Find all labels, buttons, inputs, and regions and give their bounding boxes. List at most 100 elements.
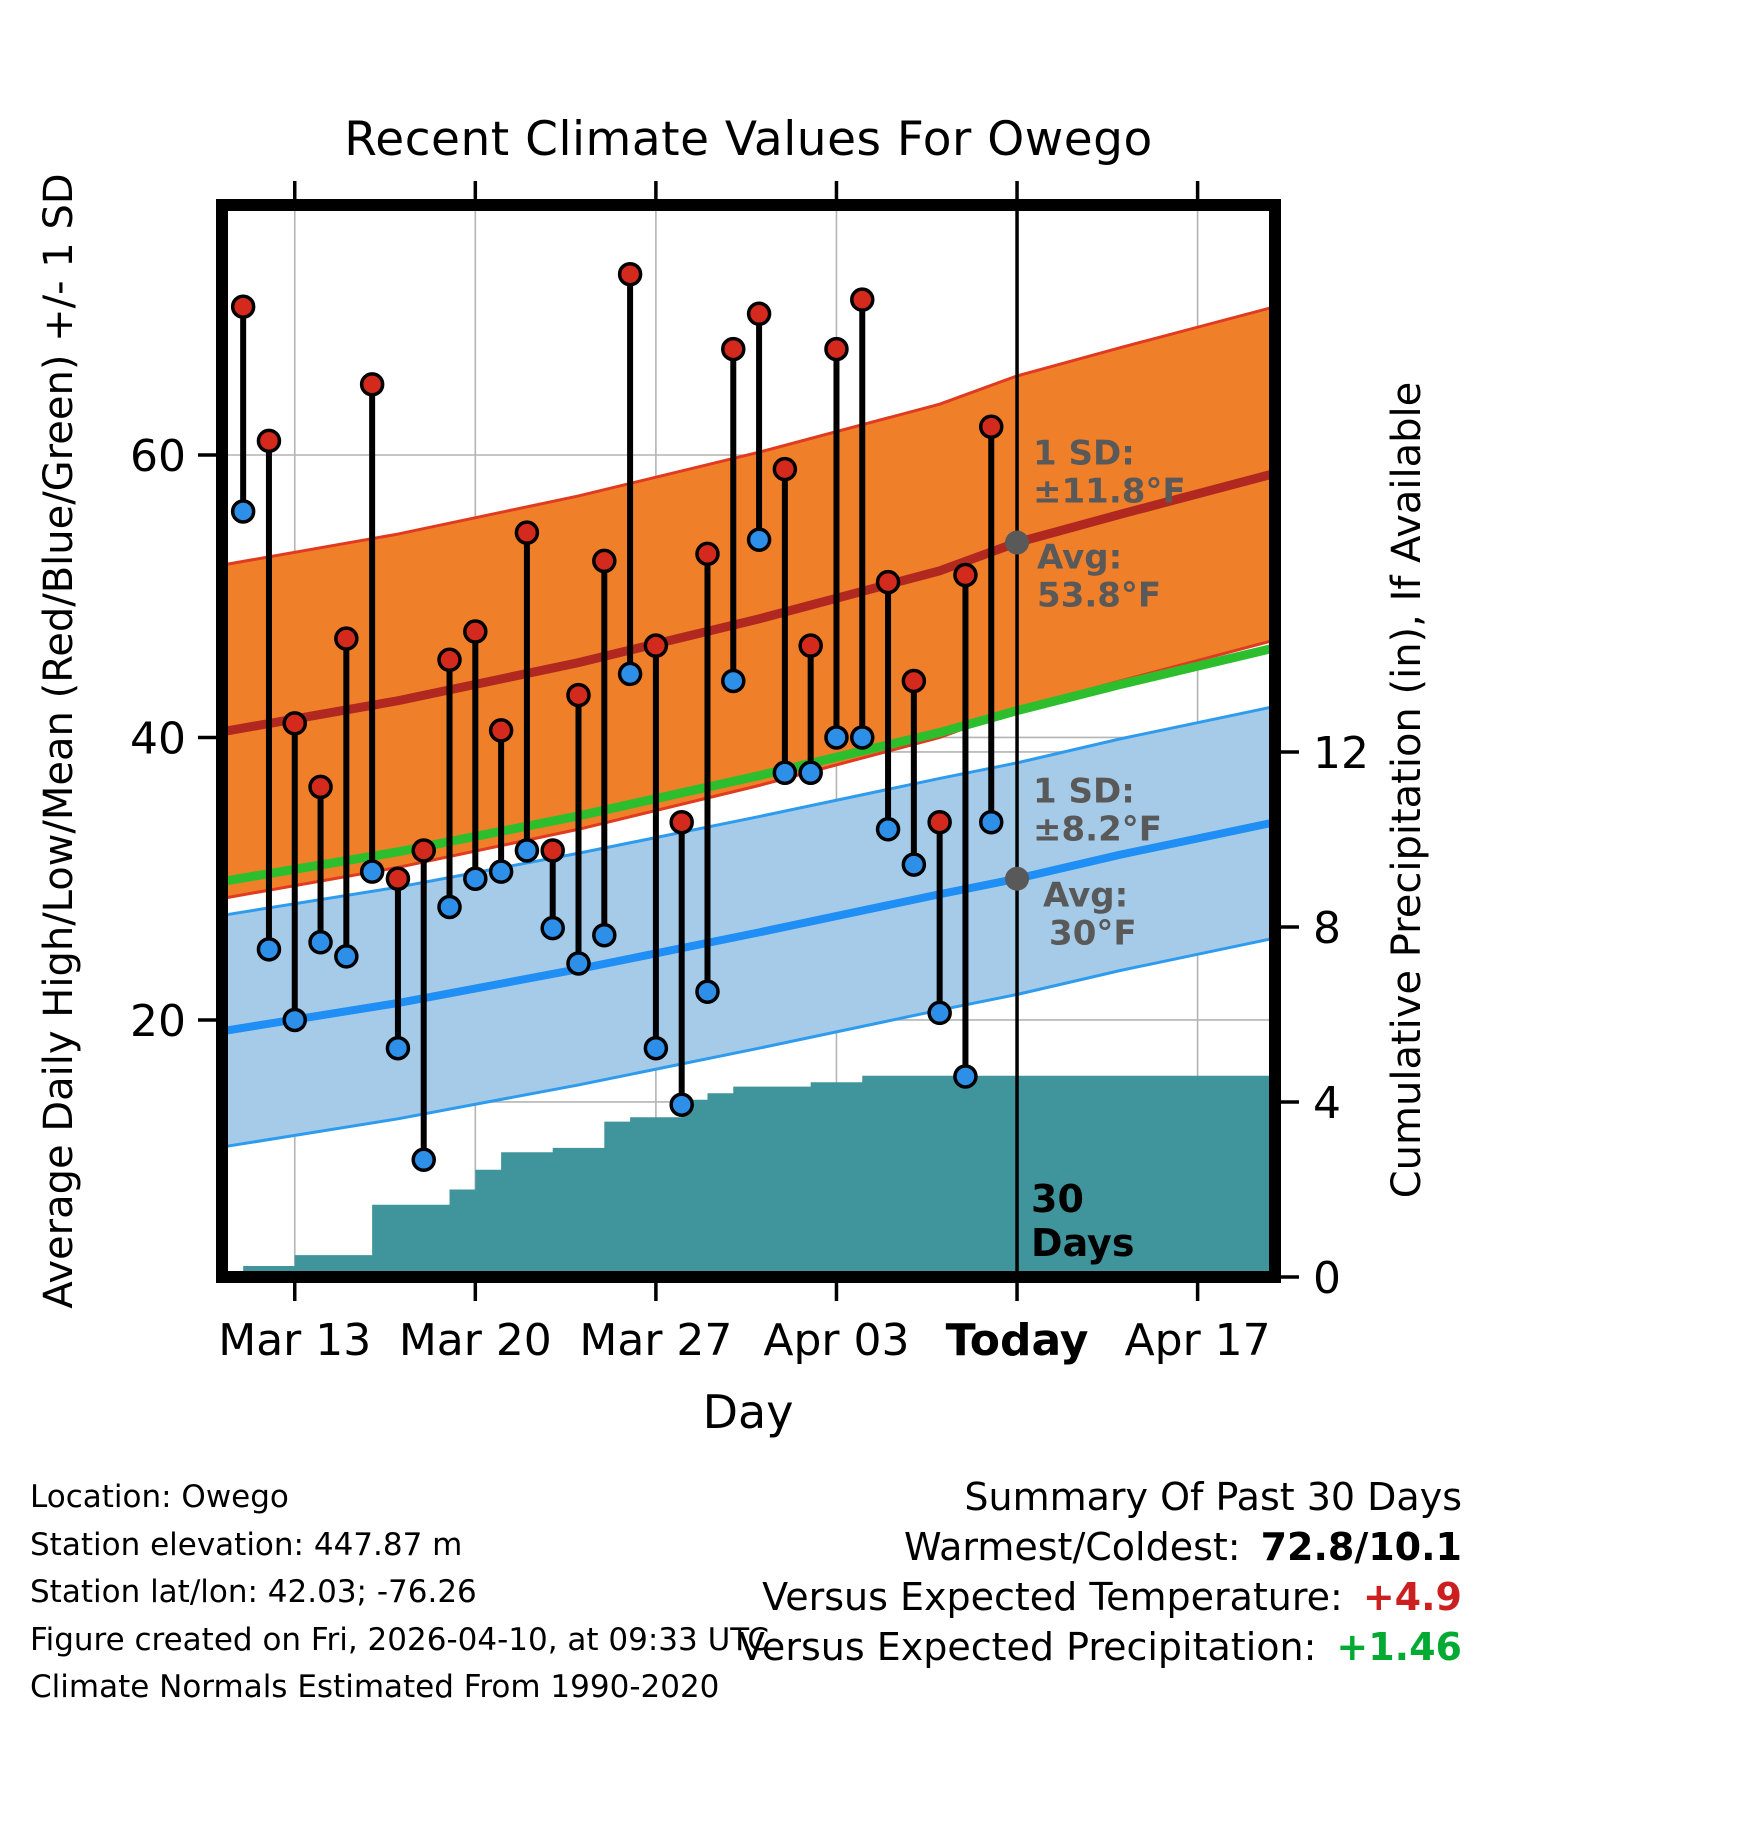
daily-low-dot: [746, 527, 772, 552]
left-tick-label: 40: [130, 713, 186, 764]
daily-low-dot: [411, 1147, 436, 1173]
low-band-top-edge: [221, 704, 1276, 917]
right-tick-label: 12: [1313, 728, 1369, 779]
daily-low-dot: [901, 852, 927, 877]
x-tick-label: Mar 20: [399, 1315, 552, 1366]
avg-low-line: [221, 818, 1276, 1036]
summary-value: +1.46: [1336, 1625, 1462, 1669]
avg-high-line: [221, 469, 1277, 737]
daily-low-dot: [334, 944, 359, 969]
daily-high-dot: [592, 548, 617, 574]
daily-high-dot: [643, 633, 669, 658]
x-tick-label: Today: [946, 1315, 1089, 1366]
station-latlon: Station lat/lon: 42.03; -76.26: [30, 1574, 477, 1610]
daily-high-dot: [746, 301, 772, 327]
daily-high-dot: [463, 619, 488, 644]
right-tick-label: 4: [1313, 1078, 1341, 1129]
daily-high-dot: [359, 372, 385, 397]
daily-low-dot: [308, 930, 333, 955]
daily-high-dot: [334, 626, 359, 651]
right-tick-label: 0: [1313, 1253, 1341, 1304]
daily-low-dot: [463, 866, 488, 891]
summary-value: +4.9: [1362, 1575, 1462, 1619]
summary-row-warmest-coldest: Warmest/Coldest: 72.8/10.1: [739, 1522, 1462, 1572]
daily-high-dot: [488, 718, 514, 743]
high-band-top-edge: [221, 305, 1276, 567]
left-tick-label: 60: [130, 431, 186, 482]
x-tick-label: Mar 27: [579, 1315, 732, 1366]
climate-normals-note: Climate Normals Estimated From 1990-2020: [30, 1669, 720, 1705]
daily-high-dot: [669, 809, 694, 835]
summary-row-vs-precipitation: Versus Expected Precipitation: +1.46: [739, 1622, 1462, 1672]
daily-high-dot: [875, 569, 901, 595]
daily-low-dot: [875, 817, 901, 842]
station-elevation: Station elevation: 447.87 m: [30, 1526, 463, 1563]
summary-title-row: Summary Of Past 30 Days: [739, 1472, 1462, 1522]
period-annotation: Days: [1031, 1221, 1134, 1265]
daily-high-dot: [953, 562, 978, 588]
summary-value: 72.8/10.1: [1260, 1525, 1462, 1569]
daily-high-dot: [978, 414, 1004, 439]
daily-low-dot: [385, 1035, 411, 1061]
daily-high-dot: [230, 294, 256, 319]
left-axis-label: Average Daily High/Low/Mean (Red/Blue/Gr…: [36, 173, 82, 1308]
daily-low-dot: [592, 922, 617, 948]
right-axis-label: Cumulative Precipitation (in), If Availa…: [1384, 382, 1430, 1199]
low-avg-annotation: Avg:: [1043, 876, 1128, 916]
chart-title: Recent Climate Values For Owego: [344, 112, 1153, 167]
daily-high-dot: [437, 647, 462, 673]
high-avg-annotation: Avg:: [1037, 538, 1122, 578]
daily-high-dot: [540, 838, 565, 863]
daily-high-dot: [721, 336, 746, 362]
daily-low-dot: [488, 859, 514, 884]
x-tick-label: Mar 13: [218, 1315, 371, 1366]
daily-high-dot: [824, 336, 849, 362]
station-location: Location: Owego: [30, 1479, 289, 1515]
x-tick-label: Apr 17: [1125, 1315, 1271, 1366]
left-tick-label: 20: [130, 996, 186, 1047]
daily-high-dot: [385, 866, 411, 891]
daily-high-dot: [798, 633, 823, 658]
plot-frame: [216, 199, 1281, 1283]
daily-low-dot: [643, 1035, 669, 1061]
right-tick-label: 8: [1313, 903, 1341, 954]
low-band-bottom-edge: [221, 936, 1276, 1149]
daily-low-dot: [359, 859, 385, 884]
daily-low-dot: [798, 760, 823, 786]
summary-label: Warmest/Coldest:: [903, 1525, 1241, 1569]
avg-low-marker: [1005, 866, 1030, 891]
daily-high-dot: [566, 682, 591, 708]
daily-low-dot: [721, 668, 746, 694]
precip-area: [222, 1075, 1275, 1277]
daily-low-dot: [256, 937, 282, 962]
daily-low-dot: [540, 915, 565, 941]
daily-low-dot: [927, 1000, 952, 1026]
daily-low-dot: [230, 499, 256, 524]
figure-created-note: Figure created on Fri, 2026-04-10, at 09…: [30, 1621, 770, 1658]
daily-high-dot: [411, 838, 436, 863]
summary-label: Versus Expected Precipitation:: [738, 1625, 1317, 1669]
daily-low-dot: [978, 809, 1004, 835]
daily-low-dot: [953, 1064, 978, 1089]
daily-high-dot: [282, 711, 307, 736]
daily-low-dot: [566, 951, 591, 976]
low-sd-band: [222, 706, 1275, 1148]
low-avg-annotation: 30°F: [1049, 914, 1137, 954]
high-avg-annotation: 53.8°F: [1037, 576, 1161, 616]
summary-label: Versus Expected Temperature:: [762, 1575, 1343, 1619]
high-sd-annotation: ±11.8°F: [1033, 472, 1186, 512]
summary-row-vs-temperature: Versus Expected Temperature: +4.9: [739, 1572, 1462, 1622]
high-sd-band: [222, 306, 1275, 899]
high-sd-annotation: 1 SD:: [1033, 434, 1135, 474]
station-info: Location: Owego Station elevation: 447.8…: [30, 1474, 769, 1712]
daily-high-dot: [901, 668, 927, 694]
daily-low-dot: [695, 979, 720, 1004]
low-sd-annotation: 1 SD:: [1033, 772, 1135, 812]
period-annotation: 30: [1031, 1177, 1084, 1221]
daily-high-dot: [772, 456, 798, 482]
daily-low-dot: [617, 661, 643, 687]
daily-low-dot: [282, 1007, 307, 1033]
daily-low-dot: [437, 894, 462, 920]
daily-low-dot: [669, 1092, 694, 1117]
